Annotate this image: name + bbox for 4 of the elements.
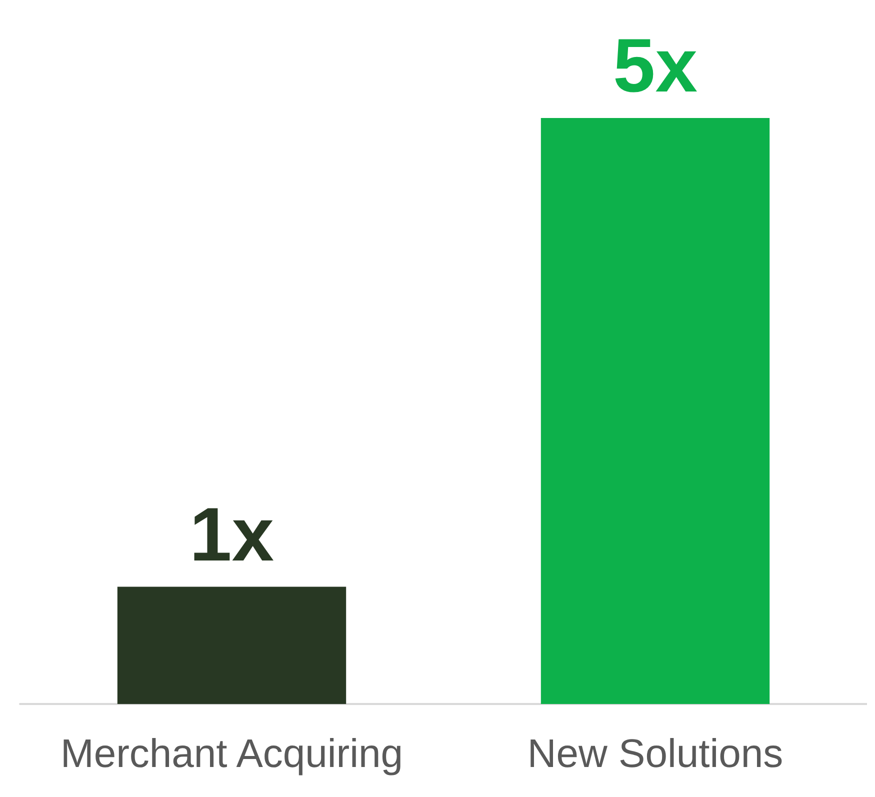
data-label: 1x: [189, 492, 274, 578]
x-tick-label: New Solutions: [527, 732, 784, 776]
x-tick-label: Merchant Acquiring: [60, 732, 403, 776]
data-label: 5x: [612, 24, 698, 108]
